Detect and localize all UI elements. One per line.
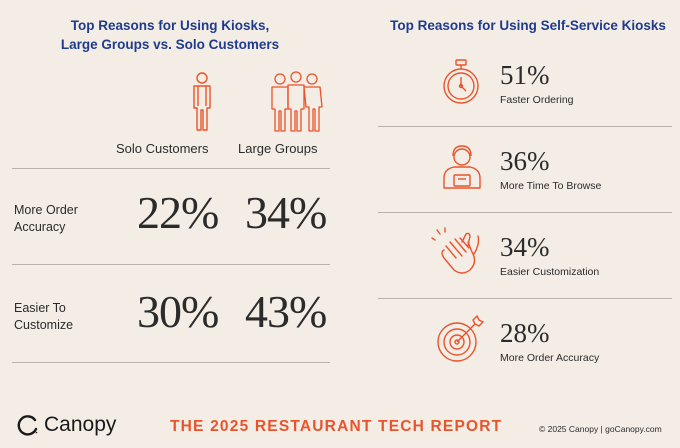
stat-value-more-time: 36% xyxy=(500,146,550,176)
logo-text: Canopy xyxy=(44,413,117,436)
stat-value-customization: 34% xyxy=(500,232,550,262)
left-title-line-2: Large Groups vs. Solo Customers xyxy=(60,37,280,52)
right-panel-title: Top Reasons for Using Self-Service Kiosk… xyxy=(390,18,666,33)
target-icon xyxy=(435,312,487,364)
solo-order-accuracy-value: 22% xyxy=(137,187,219,238)
row-label-customize: Easier To Customize xyxy=(14,300,73,334)
left-panel-title: Top Reasons for Using Kiosks, Large Grou… xyxy=(30,16,310,54)
stat-value-order-accuracy: 28% xyxy=(500,318,550,348)
stat-label-more-time: More Time To Browse xyxy=(500,180,602,192)
row-label-line: Easier To xyxy=(14,301,66,315)
copyright-text: © 2025 Canopy | goCanopy.com xyxy=(539,424,662,434)
stat-label-customization: Easier Customization xyxy=(500,266,600,278)
report-title: THE 2025 RESTAURANT TECH REPORT xyxy=(170,418,503,435)
canopy-logo-mark-icon xyxy=(17,415,38,436)
stopwatch-icon xyxy=(437,58,485,106)
person-browsing-icon xyxy=(440,144,484,190)
groups-order-accuracy-value: 34% xyxy=(245,187,327,238)
divider xyxy=(12,168,330,169)
row-label-line: Accuracy xyxy=(14,220,66,234)
canopy-logo: Canopy xyxy=(16,412,116,438)
row-label-line: Customize xyxy=(14,318,74,332)
groups-customize-value: 43% xyxy=(245,286,327,337)
group-of-people-icon xyxy=(266,70,326,134)
column-label-groups: Large Groups xyxy=(238,141,318,156)
stat-value-faster-ordering: 51% xyxy=(500,60,550,90)
stat-label-order-accuracy: More Order Accuracy xyxy=(500,352,600,364)
left-title-line-1: Top Reasons for Using Kiosks, xyxy=(70,18,270,33)
row-label-line: More Order xyxy=(14,203,78,217)
solo-customize-value: 30% xyxy=(137,286,219,337)
divider xyxy=(378,298,672,299)
divider xyxy=(378,212,672,213)
divider xyxy=(12,264,330,265)
divider xyxy=(378,126,672,127)
stat-label-faster-ordering: Faster Ordering xyxy=(500,94,574,106)
divider xyxy=(12,362,330,363)
row-label-order-accuracy: More Order Accuracy xyxy=(14,202,78,236)
column-label-solo: Solo Customers xyxy=(116,141,209,156)
single-person-icon xyxy=(188,72,216,134)
clapping-hands-icon xyxy=(431,227,486,276)
